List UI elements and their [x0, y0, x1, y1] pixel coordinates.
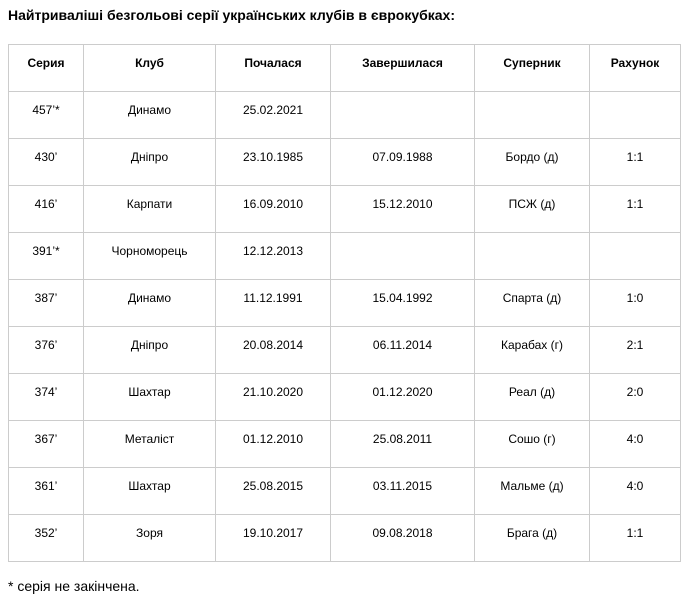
column-header-ended: Завершилася [330, 44, 475, 92]
table-row: 352’ Зоря 19.10.2017 09.08.2018 Брага (д… [8, 514, 681, 562]
cell-ended: 07.09.1988 [330, 138, 475, 186]
cell-series: 374’ [8, 373, 84, 421]
cell-score: 4:0 [589, 467, 681, 515]
cell-started: 16.09.2010 [215, 185, 331, 233]
cell-ended: 15.04.1992 [330, 279, 475, 327]
cell-club: Динамо [83, 279, 216, 327]
cell-score: 1:1 [589, 138, 681, 186]
cell-started: 25.08.2015 [215, 467, 331, 515]
cell-ended: 09.08.2018 [330, 514, 475, 562]
column-header-club: Клуб [83, 44, 216, 92]
cell-opponent: Спарта (д) [474, 279, 590, 327]
header-row: Серия Клуб Почалася Завершилася Суперник… [8, 44, 681, 92]
cell-club: Дніпро [83, 138, 216, 186]
cell-series: 361’ [8, 467, 84, 515]
cell-ended [330, 232, 475, 280]
cell-series: 457’* [8, 91, 84, 139]
table-header: Серия Клуб Почалася Завершилася Суперник… [8, 44, 681, 92]
table-row: 416’ Карпати 16.09.2010 15.12.2010 ПСЖ (… [8, 185, 681, 233]
cell-series: 367’ [8, 420, 84, 468]
cell-club: Зоря [83, 514, 216, 562]
cell-started: 25.02.2021 [215, 91, 331, 139]
cell-club: Металіст [83, 420, 216, 468]
cell-started: 21.10.2020 [215, 373, 331, 421]
cell-started: 01.12.2010 [215, 420, 331, 468]
cell-started: 12.12.2013 [215, 232, 331, 280]
cell-club: Динамо [83, 91, 216, 139]
table-row: 367’ Металіст 01.12.2010 25.08.2011 Сошо… [8, 420, 681, 468]
cell-score: 1:0 [589, 279, 681, 327]
cell-series: 387’ [8, 279, 84, 327]
table-row: 361’ Шахтар 25.08.2015 03.11.2015 Мальме… [8, 467, 681, 515]
cell-opponent: Реал (д) [474, 373, 590, 421]
cell-club: Дніпро [83, 326, 216, 374]
cell-started: 23.10.1985 [215, 138, 331, 186]
cell-series: 430’ [8, 138, 84, 186]
cell-opponent: Сошо (г) [474, 420, 590, 468]
cell-score: 1:1 [589, 185, 681, 233]
cell-score: 2:0 [589, 373, 681, 421]
cell-ended: 03.11.2015 [330, 467, 475, 515]
cell-club: Карпати [83, 185, 216, 233]
column-header-started: Почалася [215, 44, 331, 92]
footnote: * серія не закінчена. [8, 578, 140, 594]
cell-opponent: Брага (д) [474, 514, 590, 562]
table-row: 376’ Дніпро 20.08.2014 06.11.2014 Караба… [8, 326, 681, 374]
cell-started: 19.10.2017 [215, 514, 331, 562]
column-header-series: Серия [8, 44, 84, 92]
cell-club: Шахтар [83, 467, 216, 515]
goalless-series-table: Серия Клуб Почалася Завершилася Суперник… [8, 44, 681, 562]
table-row: 430’ Дніпро 23.10.1985 07.09.1988 Бордо … [8, 138, 681, 186]
cell-ended: 15.12.2010 [330, 185, 475, 233]
cell-ended: 06.11.2014 [330, 326, 475, 374]
cell-club: Чорноморець [83, 232, 216, 280]
cell-score: 1:1 [589, 514, 681, 562]
table-body: 457’* Динамо 25.02.2021 430’ Дніпро 23.1… [8, 91, 681, 562]
table-row: 387’ Динамо 11.12.1991 15.04.1992 Спарта… [8, 279, 681, 327]
cell-opponent: Мальме (д) [474, 467, 590, 515]
cell-opponent: Бордо (д) [474, 138, 590, 186]
cell-score [589, 232, 681, 280]
cell-opponent: ПСЖ (д) [474, 185, 590, 233]
column-header-opponent: Суперник [474, 44, 590, 92]
cell-ended: 25.08.2011 [330, 420, 475, 468]
cell-club: Шахтар [83, 373, 216, 421]
cell-opponent [474, 91, 590, 139]
cell-started: 20.08.2014 [215, 326, 331, 374]
cell-ended [330, 91, 475, 139]
cell-series: 391’* [8, 232, 84, 280]
cell-score: 2:1 [589, 326, 681, 374]
cell-started: 11.12.1991 [215, 279, 331, 327]
cell-ended: 01.12.2020 [330, 373, 475, 421]
column-header-score: Рахунок [589, 44, 681, 92]
cell-opponent: Карабах (г) [474, 326, 590, 374]
table-row: 374’ Шахтар 21.10.2020 01.12.2020 Реал (… [8, 373, 681, 421]
table-row: 457’* Динамо 25.02.2021 [8, 91, 681, 139]
table-row: 391’* Чорноморець 12.12.2013 [8, 232, 681, 280]
cell-series: 416’ [8, 185, 84, 233]
cell-opponent [474, 232, 590, 280]
cell-series: 352’ [8, 514, 84, 562]
page-title: Найтриваліші безгольові серії українськи… [8, 7, 456, 23]
cell-score: 4:0 [589, 420, 681, 468]
cell-series: 376’ [8, 326, 84, 374]
cell-score [589, 91, 681, 139]
